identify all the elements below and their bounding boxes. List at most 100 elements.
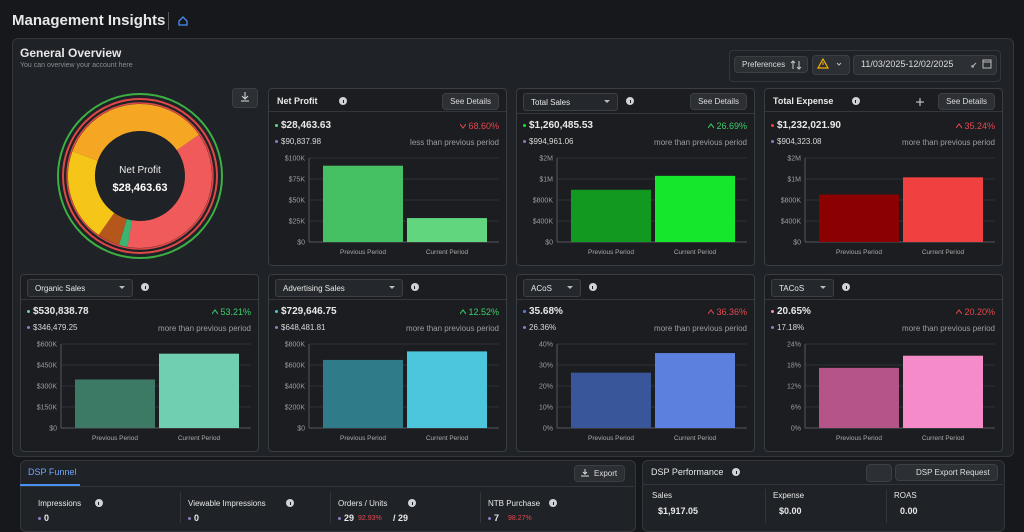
bar-chart: 0% 6% 12% 18% 24% Previous Period Current Peri… <box>787 342 995 442</box>
y-tick-label: $800K <box>533 198 554 205</box>
y-tick-label: $0 <box>49 426 57 433</box>
metric-label: Impressions <box>38 499 82 508</box>
comparison-text: less than previous period <box>410 138 499 147</box>
y-tick-label: $2M <box>787 156 801 163</box>
change-value: 36.36% <box>716 307 747 317</box>
card-title: Total Expense <box>773 96 834 106</box>
metric-value: 7 <box>494 513 500 523</box>
trend-arrow <box>212 309 218 315</box>
card-title: ACoS <box>531 284 552 293</box>
metric-label: Viewable Impressions <box>188 499 266 508</box>
info-icon[interactable] <box>588 283 597 291</box>
y-tick-label: $450K <box>37 363 58 370</box>
previous-value: $904,323.08 <box>777 137 822 146</box>
overview-title: General Overview <box>20 46 122 60</box>
info-icon[interactable] <box>549 499 558 507</box>
trend-arrow <box>708 309 714 315</box>
alert-button[interactable] <box>812 55 850 75</box>
y-tick-label: $800K <box>781 198 802 205</box>
see-details-button[interactable]: See Details <box>938 93 995 110</box>
y-tick-label: 20% <box>539 384 553 391</box>
tab-underline <box>20 484 80 486</box>
comparison-text: more than previous period <box>654 324 747 333</box>
y-tick-label: 0% <box>791 426 801 433</box>
caret <box>820 286 826 289</box>
current-dot <box>275 124 278 127</box>
metric-label: Orders / Units <box>338 499 388 508</box>
export-label: Export <box>594 469 618 478</box>
y-tick-label: 40% <box>539 342 553 349</box>
sort-icon <box>790 60 802 70</box>
trend-arrow <box>956 123 962 129</box>
x-tick-label: Current Period <box>674 249 717 256</box>
expand-button[interactable] <box>866 464 892 482</box>
divider <box>180 492 181 523</box>
dropdown[interactable] <box>771 279 834 297</box>
bar <box>819 194 899 242</box>
y-tick-label: $400K <box>533 219 554 226</box>
info-icon[interactable] <box>408 499 417 507</box>
arrow <box>956 309 962 315</box>
info-icon[interactable] <box>842 283 850 291</box>
dropdown[interactable] <box>523 279 581 297</box>
add-button[interactable] <box>910 94 930 110</box>
dropdown[interactable] <box>523 93 619 111</box>
divider <box>168 12 169 30</box>
x-tick-label: Previous Period <box>588 435 634 442</box>
metric-dot <box>188 517 191 520</box>
current-value: $28,463.63 <box>281 120 332 131</box>
see-details-button[interactable]: See Details <box>442 93 499 110</box>
comparison-text: more than previous period <box>158 324 251 333</box>
donut-ring <box>62 98 218 254</box>
x-tick-label: Current Period <box>426 435 469 442</box>
bar <box>655 353 735 428</box>
change-value: 12.52% <box>468 307 499 317</box>
info-icon[interactable] <box>286 499 294 507</box>
current-dot <box>523 124 526 127</box>
info-icon[interactable] <box>851 97 860 105</box>
home-icon[interactable] <box>177 15 189 27</box>
metric-card: Net Profit See Details $28,463.63 68.60% $90… <box>268 88 507 266</box>
comparison-text: more than previous period <box>406 324 499 333</box>
y-tick-label: 6% <box>791 405 801 412</box>
export-button[interactable]: Export <box>574 465 626 482</box>
dsp-export-button[interactable]: DSP Export Request <box>895 464 998 481</box>
metric-dot <box>488 517 491 520</box>
info-icon[interactable] <box>141 283 150 291</box>
dsp-funnel-tab[interactable]: DSP Funnel <box>28 467 77 477</box>
date-range[interactable]: 11/03/2025-12/02/2025 <box>853 55 997 75</box>
metric-label: Sales <box>652 491 673 500</box>
see-details-button[interactable]: See Details <box>690 93 747 110</box>
previous-value: 26.36% <box>529 323 557 332</box>
bar-chart: $0 $400K $800K $1M $2M Previous Period Current… <box>533 156 747 256</box>
bar-chart: $0 $25K $50K $75K $100K Previous Period Curren… <box>285 156 499 256</box>
current-value: $729,646.75 <box>281 306 337 317</box>
bar-chart: $0 $400K $800K $1M $2M Previous Period Current… <box>781 156 995 256</box>
divider <box>269 111 506 112</box>
divider <box>20 486 634 487</box>
divider <box>517 299 754 300</box>
info-icon[interactable] <box>626 97 635 105</box>
x-tick-label: Current Period <box>922 249 965 256</box>
metric-card: Total Expense See Details $1,232,021.90 35.… <box>764 88 1003 266</box>
y-tick-label: $600K <box>285 363 306 370</box>
donut-ring <box>57 93 223 259</box>
change-value: 35.24% <box>964 121 995 131</box>
y-tick-label: $800K <box>285 342 306 349</box>
dropdown[interactable] <box>27 279 134 297</box>
previous-value: $90,837.98 <box>281 137 322 146</box>
info-icon[interactable] <box>732 468 740 476</box>
info-icon[interactable] <box>94 499 103 507</box>
current-dot <box>27 310 30 313</box>
info-icon[interactable] <box>339 97 347 105</box>
info-icon[interactable] <box>410 283 419 291</box>
y-tick-label: $600K <box>37 342 58 349</box>
preferences-button[interactable]: Preferences <box>734 56 809 73</box>
donut-segment <box>68 104 212 248</box>
bar <box>903 177 983 242</box>
change-value: 68.60% <box>468 121 499 131</box>
y-tick-label: 30% <box>539 363 553 370</box>
metric-value: 29 <box>344 513 355 523</box>
dropdown[interactable] <box>275 279 403 297</box>
